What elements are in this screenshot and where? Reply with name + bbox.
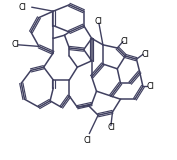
Text: Cl: Cl: [141, 50, 149, 59]
Text: Cl: Cl: [121, 37, 128, 46]
Text: Cl: Cl: [146, 82, 154, 91]
Text: Cl: Cl: [84, 136, 92, 145]
Text: Cl: Cl: [95, 17, 103, 26]
Text: Cl: Cl: [12, 40, 20, 49]
Text: Cl: Cl: [18, 3, 26, 12]
Text: Cl: Cl: [108, 124, 116, 132]
